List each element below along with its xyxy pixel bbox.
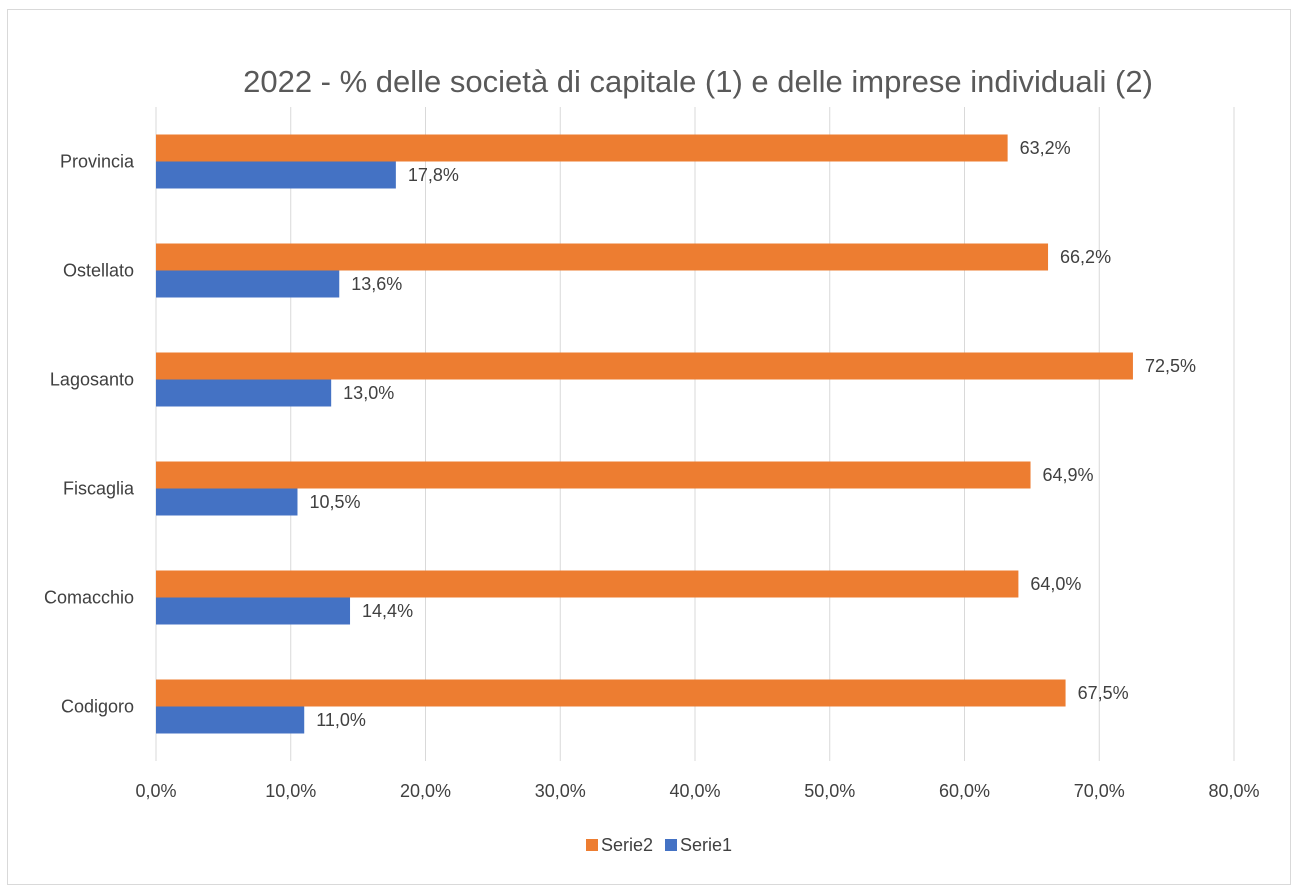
category-label: Lagosanto [50,370,134,390]
bar-serie1 [156,706,305,734]
chart-title: 2022 - % delle società di capitale (1) e… [243,64,1153,99]
chart-area: 2022 - % delle società di capitale (1) e… [7,9,1291,885]
bar-serie2 [156,134,1008,162]
category-label: Ostellato [63,261,134,281]
x-tick-label: 80,0% [1208,781,1259,801]
x-tick-label: 10,0% [265,781,316,801]
category-label: Fiscaglia [63,479,135,499]
bar-serie1 [156,597,351,625]
category-label: Comacchio [44,588,134,608]
x-tick-label: 0,0% [135,781,176,801]
bar-serie1 [156,270,340,298]
legend-label-serie1: Serie1 [680,835,732,855]
x-tick-label: 40,0% [669,781,720,801]
x-tick-label: 70,0% [1074,781,1125,801]
bar-chart: 2022 - % delle società di capitale (1) e… [44,64,1260,855]
category-axis: Codigoro Comacchio Fiscaglia Lagosanto Ostel… [44,152,135,717]
category-label: Provincia [60,152,135,172]
legend: Serie2 Serie1 [586,835,732,855]
data-label-serie1: 13,6% [351,274,402,294]
gridlines [155,107,1235,761]
x-tick-label: 20,0% [400,781,451,801]
bar-serie2 [156,679,1066,707]
data-label-serie2: 66,2% [1060,247,1111,267]
data-label-serie1: 17,8% [408,165,459,185]
x-tick-label: 30,0% [535,781,586,801]
bar-serie2 [156,243,1049,271]
data-label-serie1: 11,0% [316,710,366,730]
data-label-serie2: 67,5% [1078,683,1129,703]
data-label-serie1: 10,5% [309,492,360,512]
bar-serie1 [156,379,332,407]
bar-serie1 [156,161,396,189]
legend-swatch-serie1 [665,839,677,851]
data-label-serie2: 64,9% [1043,465,1094,485]
x-tick-label: 60,0% [939,781,990,801]
bars: 67,5% 11,0% 64,0% 14,4% 64,9% 10,5% 72,5% 13,0%… [156,134,1196,734]
bar-serie1 [156,488,298,516]
legend-label-serie2: Serie2 [601,835,653,855]
data-label-serie1: 13,0% [343,383,394,403]
bar-serie2 [156,461,1031,489]
data-label-serie2: 64,0% [1030,574,1081,594]
x-tick-label: 50,0% [804,781,855,801]
data-label-serie1: 14,4% [362,601,413,621]
data-label-serie2: 63,2% [1020,138,1071,158]
data-label-serie2: 72,5% [1145,356,1196,376]
value-axis: 0,0% 10,0% 20,0% 30,0% 40,0% 50,0% 60,0% 70,0% 8… [135,781,1259,801]
bar-serie2 [156,352,1133,380]
category-label: Codigoro [61,697,134,717]
bar-serie2 [156,570,1019,598]
legend-swatch-serie2 [586,839,598,851]
